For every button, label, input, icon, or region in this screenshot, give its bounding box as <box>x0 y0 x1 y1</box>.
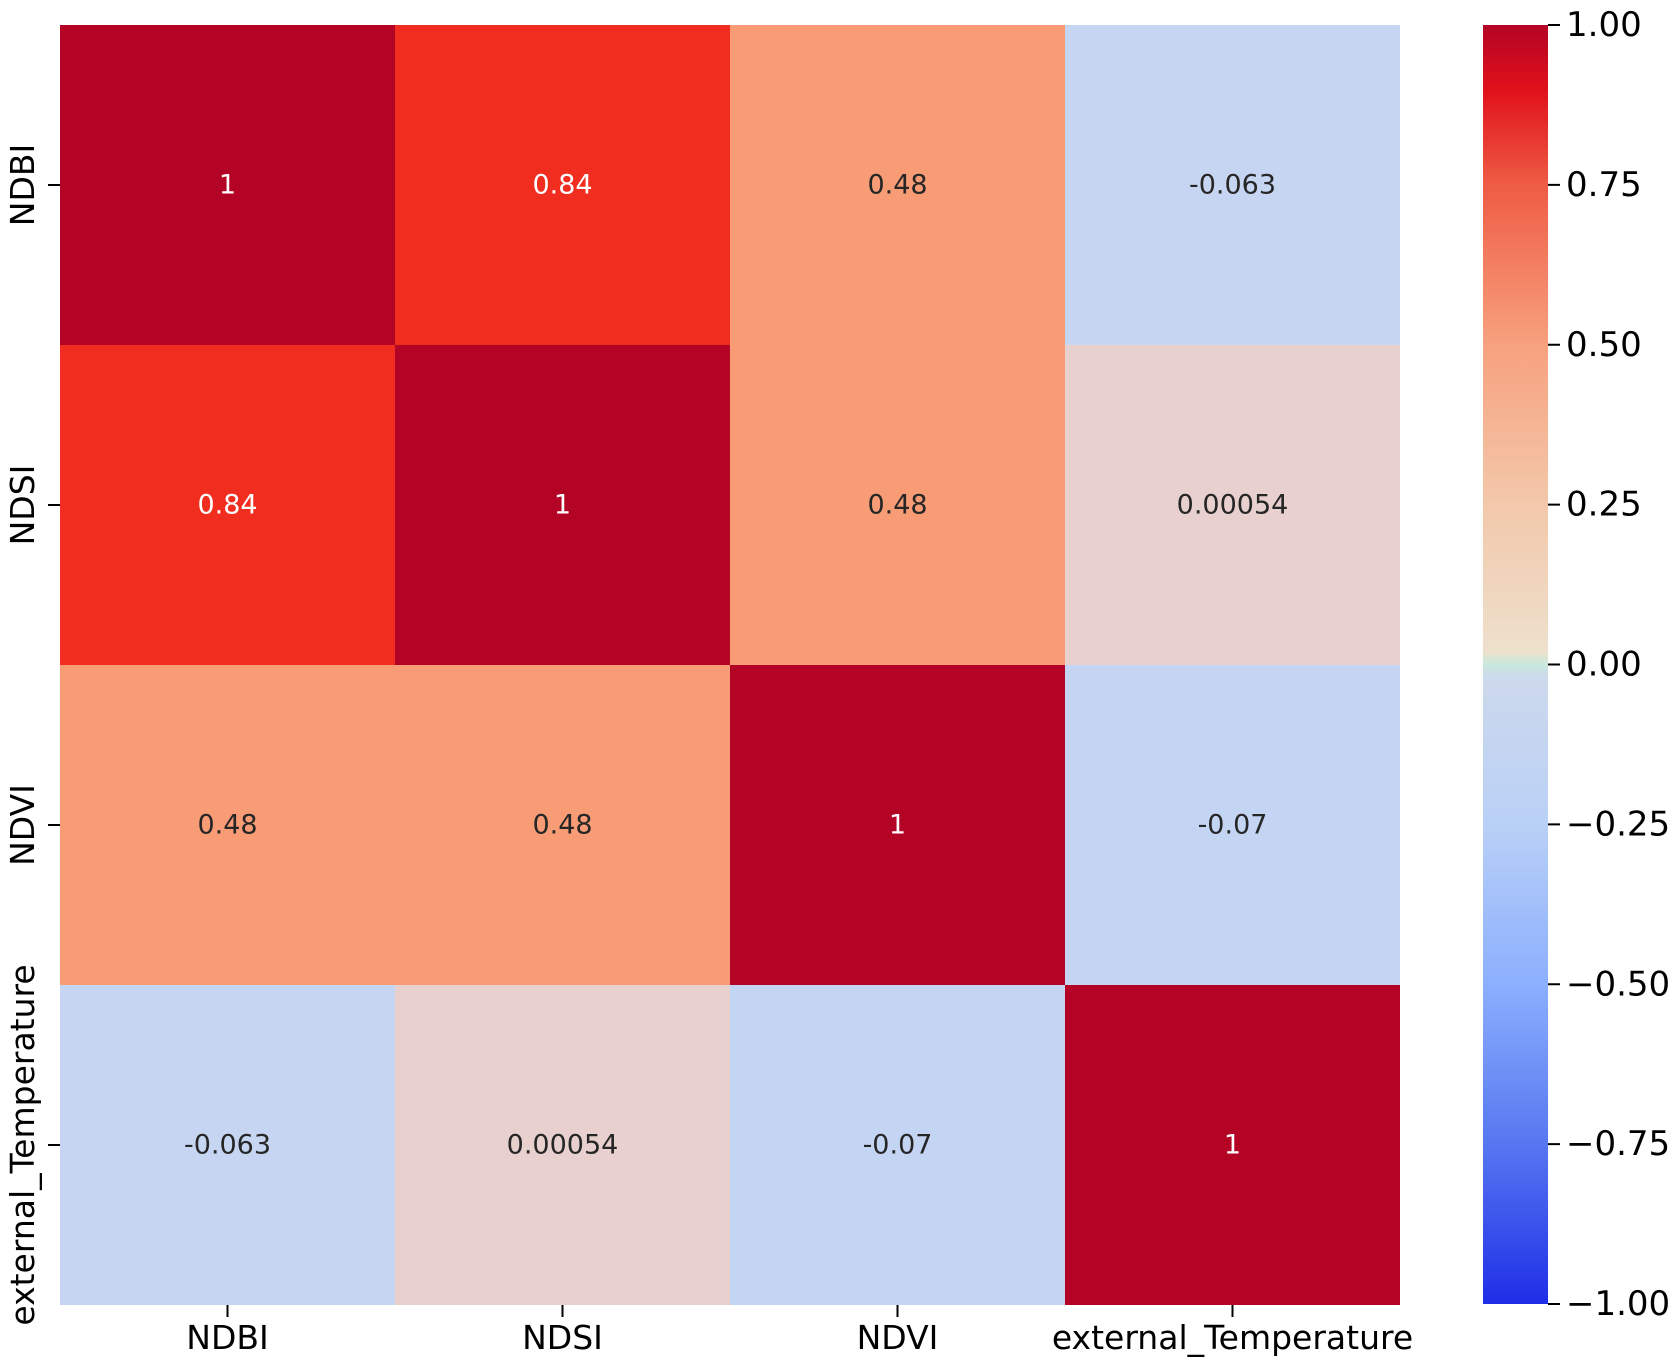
x-tick-label: NDVI <box>857 1318 939 1357</box>
colorbar: 1.00 0.75 0.50 0.25 0.00 −0.25 −0.50 −0.75 −1.00 <box>1483 5 1670 1324</box>
heatmap-cell-r1-c3 <box>1065 345 1400 665</box>
cell-value-label: 0.84 <box>532 170 592 201</box>
colorbar-tick-label: 0.75 <box>1566 165 1642 205</box>
heatmap-cell-r2-c2 <box>730 665 1065 985</box>
cell-value-label: 0.00054 <box>1177 490 1289 521</box>
x-tick-label: external_Temperature <box>1052 1318 1413 1357</box>
cell-value-label: 0.48 <box>197 810 257 841</box>
cell-value-label: -0.07 <box>863 1130 933 1161</box>
cell-value-label: -0.063 <box>1189 170 1276 201</box>
cell-value-label: 0.84 <box>197 490 257 521</box>
heatmap-cell-r2-c0 <box>60 665 395 985</box>
colorbar-tick-label: −0.75 <box>1566 1124 1670 1164</box>
heatmap-cell-r0-c0 <box>60 25 395 345</box>
heatmap-cell-r0-c3 <box>1065 25 1400 345</box>
heatmap-cell-r3-c0 <box>60 985 395 1305</box>
heatmap-cell-r1-c0 <box>60 345 395 665</box>
heatmap-cell-r2-c3 <box>1065 665 1400 985</box>
colorbar-tick-label: −1.00 <box>1566 1284 1670 1324</box>
colorbar-tick-label: 0.00 <box>1566 645 1642 685</box>
y-tick-label: external_Temperature <box>3 964 42 1325</box>
cell-value-label: 0.48 <box>867 170 927 201</box>
colorbar-tick-label: 0.50 <box>1566 325 1642 365</box>
y-tick-label: NDSI <box>3 465 42 546</box>
heatmap-cell-r3-c1 <box>395 985 730 1305</box>
colorbar-tick-label: 0.25 <box>1566 485 1642 525</box>
x-axis: NDBI NDSI NDVI external_Temperature <box>186 1305 1413 1357</box>
cell-value-label: -0.063 <box>184 1130 271 1161</box>
cell-value-label: 1 <box>1224 1130 1241 1161</box>
heatmap-cell-r3-c2 <box>730 985 1065 1305</box>
heatmap-cell-r1-c1 <box>395 345 730 665</box>
colorbar-tick-label: −0.25 <box>1566 804 1670 844</box>
cell-value-label: 0.00054 <box>507 1130 619 1161</box>
cell-value-label: 1 <box>219 170 236 201</box>
heatmap-cell-r1-c2 <box>730 345 1065 665</box>
x-tick-label: NDBI <box>186 1318 268 1357</box>
cell-value-label: 1 <box>554 490 571 521</box>
heatmap-cell-r0-c1 <box>395 25 730 345</box>
cell-value-label: 0.48 <box>532 810 592 841</box>
heatmap-cell-r0-c2 <box>730 25 1065 345</box>
colorbar-tick-label: 1.00 <box>1566 5 1642 45</box>
cell-value-label: 0.48 <box>867 490 927 521</box>
colorbar-tick-label: −0.50 <box>1566 964 1670 1004</box>
x-tick-label: NDSI <box>522 1318 603 1357</box>
cell-value-label: -0.07 <box>1198 810 1268 841</box>
y-tick-label: NDVI <box>3 784 42 866</box>
heatmap-cells: 1 0.84 0.48 -0.063 0.84 1 0.48 0.00054 0.48 0.48 1… <box>60 25 1400 1305</box>
cell-value-label: 1 <box>889 810 906 841</box>
heatmap-cell-r3-c3 <box>1065 985 1400 1305</box>
y-tick-label: NDBI <box>3 144 42 226</box>
y-axis: NDBI NDSI NDVI external_Temperature <box>3 144 60 1326</box>
heatmap-cell-r2-c1 <box>395 665 730 985</box>
colorbar-gradient <box>1483 25 1548 1304</box>
